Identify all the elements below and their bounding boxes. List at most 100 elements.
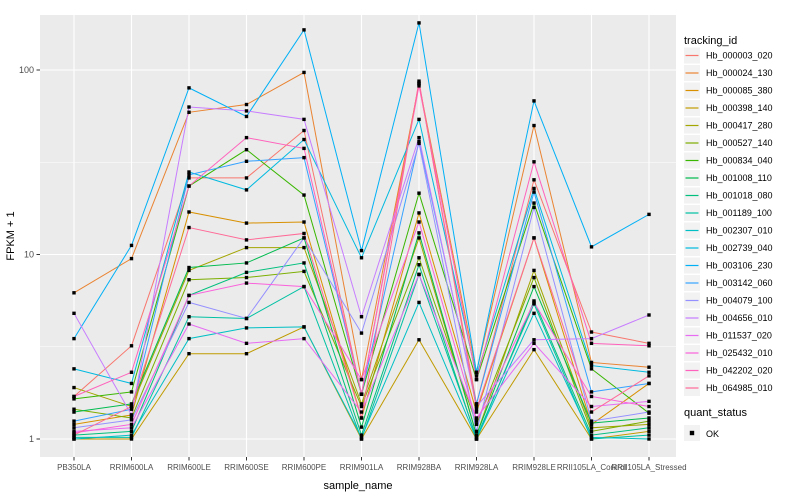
legend-label: Hb_001018_080 bbox=[706, 191, 773, 201]
data-point bbox=[302, 146, 306, 151]
data-point bbox=[72, 291, 76, 295]
legend-label: Hb_000003_020 bbox=[706, 51, 773, 61]
data-point bbox=[417, 82, 421, 86]
data-point bbox=[187, 86, 191, 90]
x-tick-label: RRIM901LA bbox=[340, 463, 384, 472]
data-point bbox=[532, 186, 536, 191]
quant-status-marker bbox=[689, 430, 695, 436]
data-point bbox=[647, 437, 651, 441]
data-point bbox=[474, 404, 479, 409]
data-point bbox=[129, 413, 134, 417]
data-point bbox=[302, 70, 306, 75]
data-point bbox=[417, 141, 421, 146]
data-point bbox=[129, 404, 134, 409]
data-point bbox=[129, 407, 134, 411]
x-tick-label: RRIM600SE bbox=[224, 463, 268, 472]
data-point bbox=[474, 429, 479, 434]
data-point bbox=[302, 220, 306, 224]
data-point bbox=[187, 105, 191, 109]
shape-legend-label: OK bbox=[706, 429, 719, 439]
data-point bbox=[359, 315, 364, 319]
legend-label: Hb_004656_010 bbox=[706, 313, 773, 323]
legend-item: Hb_000003_020 bbox=[684, 47, 773, 64]
data-point bbox=[417, 338, 421, 342]
data-point bbox=[129, 433, 134, 437]
data-point bbox=[359, 377, 364, 382]
legend-layer: Hb_000003_020 Hb_000024_130 Hb_000085_380 H… bbox=[684, 47, 773, 441]
data-point bbox=[647, 381, 651, 386]
data-point bbox=[244, 245, 249, 250]
data-point bbox=[589, 245, 594, 249]
data-point bbox=[302, 128, 306, 133]
data-point bbox=[589, 330, 594, 334]
data-point bbox=[589, 410, 594, 414]
data-point bbox=[244, 238, 249, 242]
data-point bbox=[187, 176, 191, 180]
data-point bbox=[647, 429, 651, 434]
data-point bbox=[417, 79, 421, 83]
data-point bbox=[72, 407, 76, 411]
data-point bbox=[474, 377, 479, 382]
legend-item: Hb_000398_140 bbox=[684, 100, 773, 116]
data-point bbox=[302, 117, 306, 122]
data-point bbox=[72, 336, 76, 341]
data-point bbox=[589, 404, 594, 409]
data-point bbox=[244, 176, 249, 180]
data-point bbox=[589, 419, 594, 423]
data-point bbox=[72, 311, 76, 316]
data-point bbox=[72, 433, 76, 437]
data-point bbox=[244, 341, 249, 346]
x-tick-label: PB350LA bbox=[57, 463, 91, 472]
data-point bbox=[589, 390, 594, 394]
data-point bbox=[647, 374, 651, 378]
data-point bbox=[244, 270, 249, 275]
data-point bbox=[187, 322, 191, 326]
data-point bbox=[589, 367, 594, 371]
data-point bbox=[244, 261, 249, 265]
legend-label: Hb_001008_110 bbox=[706, 173, 772, 183]
legend-item: Hb_003142_060 bbox=[684, 275, 773, 291]
data-point bbox=[359, 416, 364, 420]
data-point bbox=[417, 220, 421, 224]
data-point bbox=[647, 404, 651, 409]
data-point bbox=[187, 173, 191, 177]
data-point bbox=[244, 326, 249, 330]
data-point bbox=[417, 139, 421, 144]
legend-item: Hb_001189_100 bbox=[684, 205, 772, 221]
data-point bbox=[474, 416, 479, 420]
data-point bbox=[129, 416, 134, 420]
legend-label: Hb_003142_060 bbox=[706, 278, 773, 288]
data-point bbox=[589, 429, 594, 434]
data-point bbox=[417, 256, 421, 260]
data-point bbox=[302, 193, 306, 197]
data-point bbox=[187, 184, 191, 188]
data-point bbox=[532, 311, 536, 316]
data-point bbox=[129, 422, 134, 427]
data-point bbox=[532, 178, 536, 182]
legend-label: Hb_000834_040 bbox=[706, 156, 773, 166]
data-point bbox=[589, 360, 594, 365]
data-point bbox=[417, 84, 421, 88]
data-point bbox=[187, 170, 191, 174]
data-point bbox=[359, 331, 364, 335]
x-tick-label: RRIM928LE bbox=[512, 463, 556, 472]
legend-label: Hb_064985_010 bbox=[706, 383, 773, 393]
data-point bbox=[647, 341, 651, 346]
legend-item: Hb_000085_380 bbox=[684, 82, 773, 99]
x-tick-label: RRII105LA_Control bbox=[557, 463, 627, 472]
data-point bbox=[359, 433, 364, 437]
data-point bbox=[302, 284, 306, 289]
data-point bbox=[532, 123, 536, 128]
data-point bbox=[417, 236, 421, 240]
data-point bbox=[129, 435, 134, 440]
data-point bbox=[187, 351, 191, 356]
data-point bbox=[647, 419, 651, 423]
data-point bbox=[187, 110, 191, 114]
data-point bbox=[129, 344, 134, 348]
legend-item: Hb_002307_010 bbox=[684, 222, 773, 239]
data-point bbox=[417, 21, 421, 25]
data-point bbox=[244, 275, 249, 280]
legend-item: Hb_000527_140 bbox=[684, 135, 773, 151]
x-axis-title: sample_name bbox=[323, 480, 392, 492]
color-legend-title: tracking_id bbox=[684, 35, 737, 47]
